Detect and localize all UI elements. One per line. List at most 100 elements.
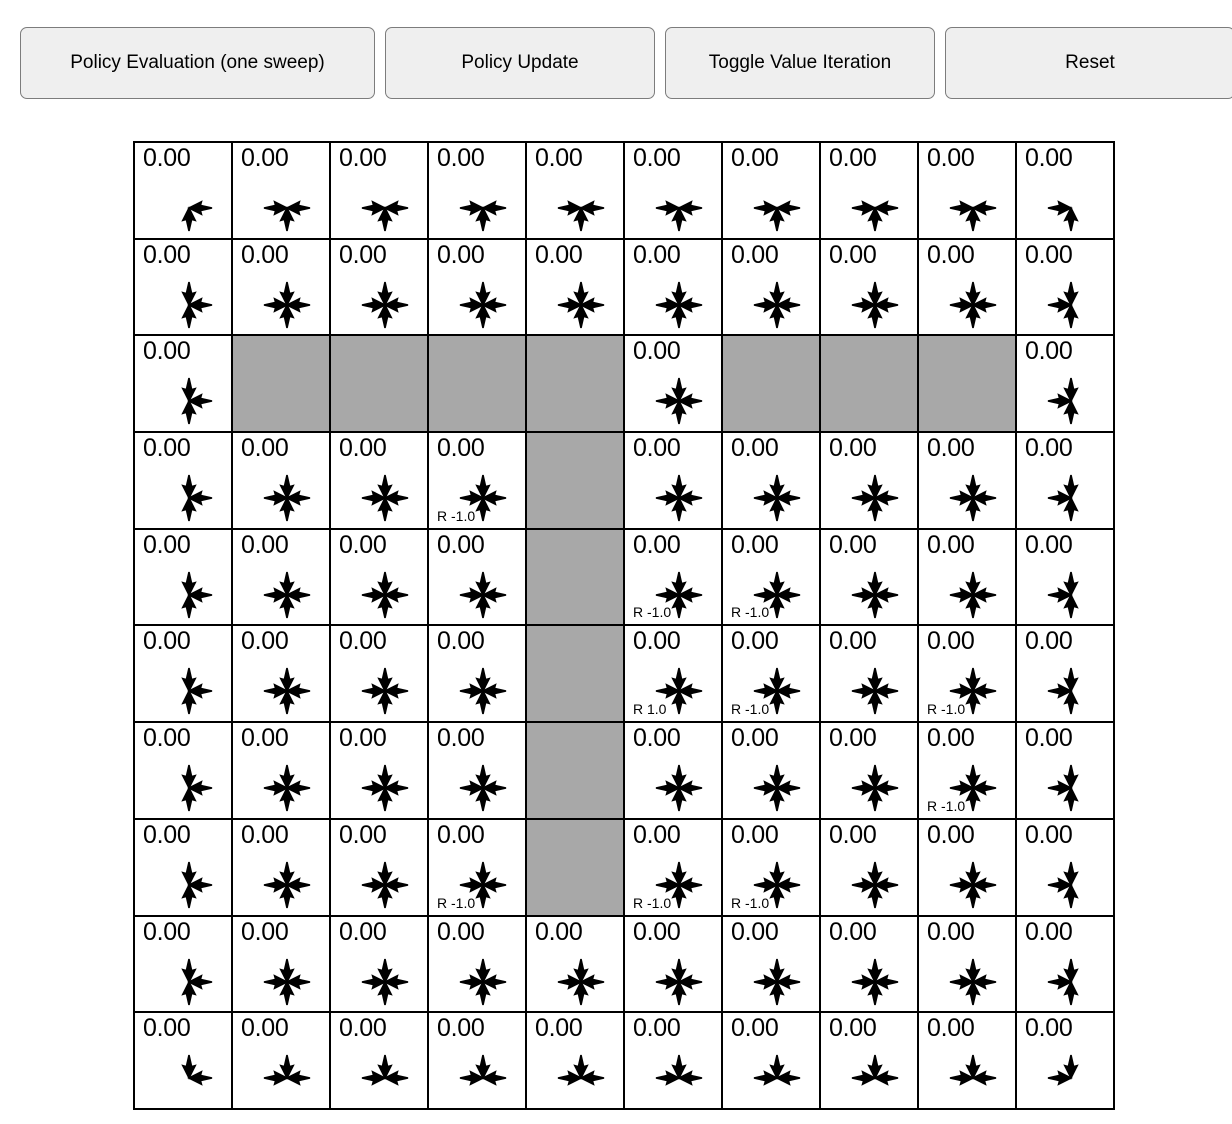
grid-cell[interactable]: 0.00 R -1.0 bbox=[427, 431, 527, 530]
grid-cell[interactable]: 0.00 bbox=[819, 527, 919, 627]
grid-cell[interactable]: 0.00 bbox=[917, 1011, 1017, 1110]
grid-cell[interactable]: 0.00 bbox=[427, 141, 527, 240]
grid-cell[interactable]: 0.00 bbox=[819, 237, 919, 337]
grid-cell[interactable]: 0.00 bbox=[525, 1011, 625, 1110]
grid-cell[interactable]: 0.00 bbox=[819, 817, 919, 917]
policy-update-button[interactable]: Policy Update bbox=[385, 27, 655, 99]
grid-cell[interactable]: 0.00 bbox=[819, 914, 919, 1014]
grid-cell[interactable]: 0.00 bbox=[623, 721, 723, 820]
grid-cell[interactable]: 0.00 bbox=[1015, 141, 1115, 240]
toggle-value-iteration-button[interactable]: Toggle Value Iteration bbox=[665, 27, 935, 99]
grid-cell[interactable]: 0.00 bbox=[329, 237, 429, 337]
grid-cell-wall[interactable] bbox=[525, 817, 625, 917]
grid-cell[interactable]: 0.00 R -1.0 bbox=[917, 721, 1017, 820]
grid-cell[interactable]: 0.00 bbox=[721, 431, 821, 530]
grid-cell[interactable]: 0.00 bbox=[1015, 721, 1115, 820]
grid-cell[interactable]: 0.00 bbox=[231, 431, 331, 530]
grid-cell[interactable]: 0.00 bbox=[133, 721, 233, 820]
grid-cell[interactable]: 0.00 bbox=[819, 141, 919, 240]
grid-cell[interactable]: 0.00 bbox=[133, 527, 233, 627]
grid-cell[interactable]: 0.00 bbox=[329, 721, 429, 820]
grid-cell[interactable]: 0.00 bbox=[133, 914, 233, 1014]
grid-cell[interactable]: 0.00 bbox=[231, 527, 331, 627]
grid-cell[interactable]: 0.00 bbox=[329, 431, 429, 530]
grid-cell[interactable]: 0.00 bbox=[1015, 624, 1115, 724]
grid-cell[interactable]: 0.00 bbox=[1015, 237, 1115, 337]
grid-cell[interactable]: 0.00 bbox=[133, 237, 233, 337]
grid-cell[interactable]: 0.00 bbox=[133, 624, 233, 724]
grid-cell[interactable]: 0.00 bbox=[623, 237, 723, 337]
grid-cell[interactable]: 0.00 bbox=[231, 914, 331, 1014]
grid-cell[interactable]: 0.00 bbox=[329, 527, 429, 627]
grid-cell[interactable]: 0.00 bbox=[917, 527, 1017, 627]
grid-cell[interactable]: 0.00 bbox=[329, 914, 429, 1014]
grid-cell[interactable]: 0.00 bbox=[721, 914, 821, 1014]
grid-cell[interactable]: 0.00 bbox=[133, 431, 233, 530]
grid-cell[interactable]: 0.00 bbox=[819, 721, 919, 820]
grid-cell[interactable]: 0.00 bbox=[329, 624, 429, 724]
grid-cell[interactable]: 0.00 bbox=[133, 334, 233, 434]
grid-cell[interactable]: 0.00 bbox=[721, 1011, 821, 1110]
grid-cell[interactable]: 0.00 bbox=[427, 237, 527, 337]
grid-cell-wall[interactable] bbox=[819, 334, 919, 434]
grid-cell[interactable]: 0.00 bbox=[329, 1011, 429, 1110]
grid-cell[interactable]: 0.00 bbox=[623, 334, 723, 434]
grid-cell[interactable]: 0.00 R -1.0 bbox=[721, 624, 821, 724]
grid-cell[interactable]: 0.00 bbox=[329, 141, 429, 240]
grid-cell[interactable]: 0.00 bbox=[1015, 431, 1115, 530]
grid-cell[interactable]: 0.00 bbox=[525, 237, 625, 337]
grid-cell[interactable]: 0.00 bbox=[819, 431, 919, 530]
grid-cell[interactable]: 0.00 bbox=[427, 527, 527, 627]
grid-cell[interactable]: 0.00 bbox=[133, 1011, 233, 1110]
grid-cell-wall[interactable] bbox=[525, 431, 625, 530]
grid-cell[interactable]: 0.00 bbox=[231, 721, 331, 820]
grid-cell-wall[interactable] bbox=[427, 334, 527, 434]
grid-cell[interactable]: 0.00 bbox=[525, 141, 625, 240]
grid-cell[interactable]: 0.00 bbox=[1015, 1011, 1115, 1110]
grid-cell[interactable]: 0.00 bbox=[917, 431, 1017, 530]
grid-cell[interactable]: 0.00 bbox=[231, 237, 331, 337]
grid-cell[interactable]: 0.00 bbox=[427, 1011, 527, 1110]
grid-cell-wall[interactable] bbox=[525, 334, 625, 434]
grid-cell-wall[interactable] bbox=[231, 334, 331, 434]
grid-cell[interactable]: 0.00 R -1.0 bbox=[721, 527, 821, 627]
grid-cell[interactable]: 0.00 bbox=[1015, 334, 1115, 434]
grid-cell[interactable]: 0.00 R -1.0 bbox=[721, 817, 821, 917]
grid-cell[interactable]: 0.00 R -1.0 bbox=[917, 624, 1017, 724]
grid-cell[interactable]: 0.00 bbox=[1015, 817, 1115, 917]
grid-cell[interactable]: 0.00 bbox=[329, 817, 429, 917]
grid-cell[interactable]: 0.00 bbox=[623, 431, 723, 530]
grid-cell[interactable]: 0.00 bbox=[721, 721, 821, 820]
grid-cell[interactable]: 0.00 R -1.0 bbox=[623, 527, 723, 627]
grid-cell[interactable]: 0.00 bbox=[231, 1011, 331, 1110]
grid-cell[interactable]: 0.00 bbox=[231, 624, 331, 724]
grid-cell-wall[interactable] bbox=[329, 334, 429, 434]
grid-cell[interactable]: 0.00 bbox=[721, 237, 821, 337]
grid-cell[interactable]: 0.00 bbox=[917, 914, 1017, 1014]
grid-cell-wall[interactable] bbox=[525, 721, 625, 820]
grid-cell[interactable]: 0.00 bbox=[133, 141, 233, 240]
grid-cell[interactable]: 0.00 R 1.0 bbox=[623, 624, 723, 724]
grid-cell-wall[interactable] bbox=[525, 527, 625, 627]
grid-cell[interactable]: 0.00 bbox=[917, 237, 1017, 337]
policy-evaluation-button[interactable]: Policy Evaluation (one sweep) bbox=[20, 27, 375, 99]
grid-cell[interactable]: 0.00 bbox=[525, 914, 625, 1014]
grid-cell[interactable]: 0.00 bbox=[1015, 527, 1115, 627]
grid-cell[interactable]: 0.00 bbox=[623, 914, 723, 1014]
grid-cell[interactable]: 0.00 bbox=[231, 141, 331, 240]
grid-cell-wall[interactable] bbox=[525, 624, 625, 724]
grid-cell[interactable]: 0.00 bbox=[917, 817, 1017, 917]
grid-cell-wall[interactable] bbox=[721, 334, 821, 434]
reset-button[interactable]: Reset bbox=[945, 27, 1232, 99]
grid-cell[interactable]: 0.00 bbox=[623, 141, 723, 240]
grid-cell[interactable]: 0.00 bbox=[1015, 914, 1115, 1014]
grid-cell-wall[interactable] bbox=[917, 334, 1017, 434]
grid-cell[interactable]: 0.00 R -1.0 bbox=[623, 817, 723, 917]
grid-cell[interactable]: 0.00 bbox=[231, 817, 331, 917]
grid-cell[interactable]: 0.00 R -1.0 bbox=[427, 817, 527, 917]
grid-cell[interactable]: 0.00 bbox=[623, 1011, 723, 1110]
grid-cell[interactable]: 0.00 bbox=[819, 1011, 919, 1110]
grid-cell[interactable]: 0.00 bbox=[721, 141, 821, 240]
grid-cell[interactable]: 0.00 bbox=[819, 624, 919, 724]
grid-cell[interactable]: 0.00 bbox=[427, 624, 527, 724]
